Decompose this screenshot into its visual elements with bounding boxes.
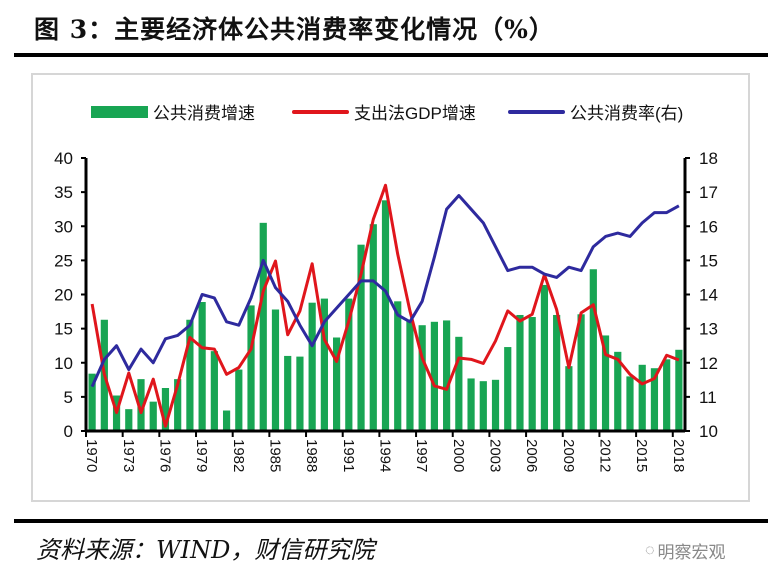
bar-2014 [626,376,634,431]
right-tick-label: 12 [699,354,718,373]
x-tick-label: 2000 [450,439,467,472]
x-tick-label: 1991 [340,439,357,472]
bar-2011 [589,269,597,431]
right-tick-label: 13 [699,320,718,339]
bar-2013 [614,351,622,431]
source-note: 资料来源：WIND，财信研究院 [36,536,375,564]
x-tick-label: 2018 [670,439,687,472]
footer-rule [14,519,768,523]
bar-2015 [638,364,646,431]
left-tick-label: 40 [54,149,73,168]
x-tick-label: 2003 [487,439,504,472]
left-tick-label: 15 [54,320,73,339]
bar-1993 [369,224,377,431]
bar-2000 [455,336,463,431]
bar-1984 [259,222,267,431]
right-tick-label: 14 [699,286,718,305]
right-tick-label: 10 [699,422,718,441]
title-rule [14,53,768,57]
x-tick-label: 1979 [193,439,210,472]
bar-1981 [222,410,231,431]
bar-2004 [504,347,512,431]
x-tick-label: 2009 [560,439,577,472]
x-tick-label: 1985 [266,439,283,472]
legend-label: 公共消费率(右) [570,104,683,123]
bar-1995 [394,301,402,431]
x-tick-label: 1976 [156,439,173,472]
bar-2016 [650,368,659,431]
bar-2008 [553,314,561,431]
bar-2009 [565,366,573,431]
right-tick-label: 15 [699,251,718,270]
bar-1980 [210,351,218,431]
x-tick-label: 2012 [597,439,614,472]
bar-1999 [443,320,451,431]
watermark: ◌ 明察宏观 [645,538,726,563]
bar-1996 [406,321,414,431]
legend-label: 支出法GDP增速 [354,104,476,123]
bar-1975 [149,401,157,431]
bar-1970 [88,373,96,431]
x-tick-label: 2006 [523,439,540,472]
bar-2012 [601,335,610,431]
bar-2010 [577,314,585,431]
bar-2017 [663,359,671,431]
bar-1991 [345,298,353,431]
bar-1990 [333,337,341,431]
legend-swatch-2 [508,110,565,114]
bar-2003 [491,379,500,431]
x-tick-label: 1988 [303,439,320,472]
bar-1986 [284,355,292,431]
bar-1982 [235,369,243,431]
bar-1983 [247,305,255,431]
right-tick-label: 11 [699,388,717,407]
x-tick-label: 2015 [633,439,650,472]
bar-2018 [675,349,683,431]
wechat-icon: ◌ [645,541,655,559]
x-tick-label: 1973 [120,439,137,472]
left-tick-label: 20 [54,286,73,305]
bar-1977 [174,379,182,431]
bar-1997 [418,325,426,431]
left-tick-label: 30 [54,217,73,236]
chart-frame [31,73,750,502]
bar-1998 [430,321,438,431]
bar-1976 [161,388,170,431]
x-tick-label: 1982 [230,439,247,472]
bar-1989 [320,298,328,431]
bar-2002 [479,381,487,431]
right-tick-label: 16 [699,217,718,236]
x-tick-label: 1997 [413,439,430,472]
left-tick-label: 10 [54,354,73,373]
bar-1974 [137,379,145,431]
chart-title: 图 3：主要经济体公共消费率变化情况（%） [34,15,555,44]
x-tick-label: 1970 [83,439,100,472]
bar-1994 [381,200,390,431]
left-tick-label: 25 [54,251,73,270]
legend-swatch-1 [292,110,349,114]
bar-2006 [528,317,536,431]
left-tick-label: 0 [64,422,73,441]
bar-2005 [516,314,524,431]
left-tick-label: 5 [64,388,73,407]
bar-1987 [296,356,304,431]
bar-1979 [198,302,206,431]
legend-swatch-0 [91,106,148,118]
bar-1992 [357,244,365,431]
left-tick-label: 35 [54,183,73,202]
legend-label: 公共消费增速 [153,104,255,123]
bar-1985 [271,309,280,431]
x-tick-label: 1994 [377,439,394,472]
right-tick-label: 18 [699,149,718,168]
bar-1973 [125,409,133,431]
right-tick-label: 17 [699,183,718,202]
bar-2007 [540,284,549,431]
watermark-text: 明察宏观 [657,543,726,562]
bar-2001 [467,378,475,431]
bar-1978 [186,319,194,431]
bar-1988 [308,302,316,431]
